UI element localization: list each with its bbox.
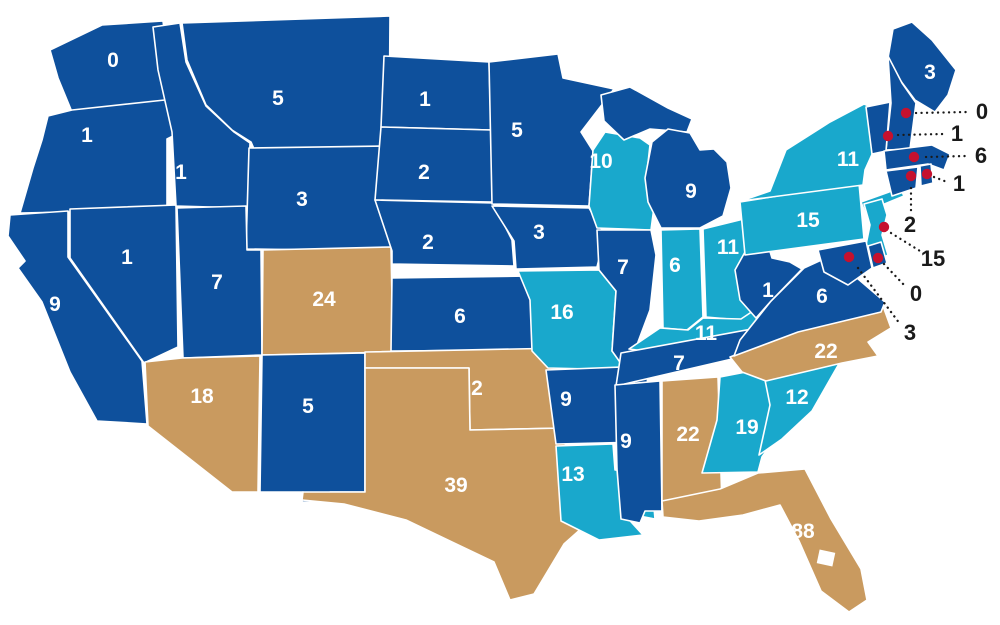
state-nd[interactable]	[380, 55, 492, 131]
state-marker-ct	[905, 170, 917, 182]
callout-line-md	[856, 266, 902, 326]
state-nv[interactable]	[69, 204, 179, 364]
callout-value-ri: 1	[953, 171, 965, 196]
lake-okeechobee	[816, 549, 836, 567]
state-md[interactable]	[817, 240, 873, 286]
states-layer	[7, 15, 957, 613]
state-marker-ri	[921, 168, 933, 180]
state-wy[interactable]	[245, 145, 392, 252]
callout-value-nh: 0	[976, 99, 988, 124]
callout-lines-layer	[856, 110, 970, 326]
callout-value-de: 0	[910, 281, 922, 306]
state-id[interactable]	[152, 22, 251, 209]
callout-line-nj	[889, 231, 922, 253]
callout-value-vt: 1	[951, 121, 963, 146]
state-fl[interactable]	[661, 468, 868, 613]
state-co[interactable]	[261, 246, 394, 356]
callout-line-ma	[924, 154, 969, 159]
callout-line-nh	[914, 110, 970, 115]
state-marker-md	[843, 251, 855, 263]
state-sd[interactable]	[374, 126, 494, 203]
callout-line-ri	[932, 175, 949, 184]
callout-value-nj: 15	[921, 246, 945, 271]
state-tx[interactable]	[301, 367, 611, 601]
state-az[interactable]	[144, 355, 261, 493]
state-mi[interactable]	[644, 128, 732, 229]
state-nm[interactable]	[259, 352, 366, 503]
state-marker-ma	[908, 151, 920, 163]
callout-value-md: 3	[904, 320, 916, 345]
state-marker-nh	[900, 107, 912, 119]
state-mn[interactable]	[488, 53, 615, 207]
callout-dots-layer	[843, 107, 933, 264]
callout-value-ma: 6	[975, 143, 987, 168]
state-ne[interactable]	[374, 199, 515, 267]
state-ks[interactable]	[390, 275, 534, 352]
callout-line-vt	[896, 132, 946, 137]
state-marker-nj	[878, 221, 890, 233]
callout-value-ct: 2	[904, 212, 916, 237]
state-or[interactable]	[19, 98, 180, 214]
state-in[interactable]	[660, 228, 704, 331]
state-marker-vt	[882, 130, 894, 142]
state-ms[interactable]	[614, 380, 663, 524]
callout-line-de	[882, 262, 907, 288]
state-ny[interactable]	[740, 103, 879, 202]
state-marker-de	[872, 252, 884, 264]
state-ca[interactable]	[7, 210, 148, 425]
